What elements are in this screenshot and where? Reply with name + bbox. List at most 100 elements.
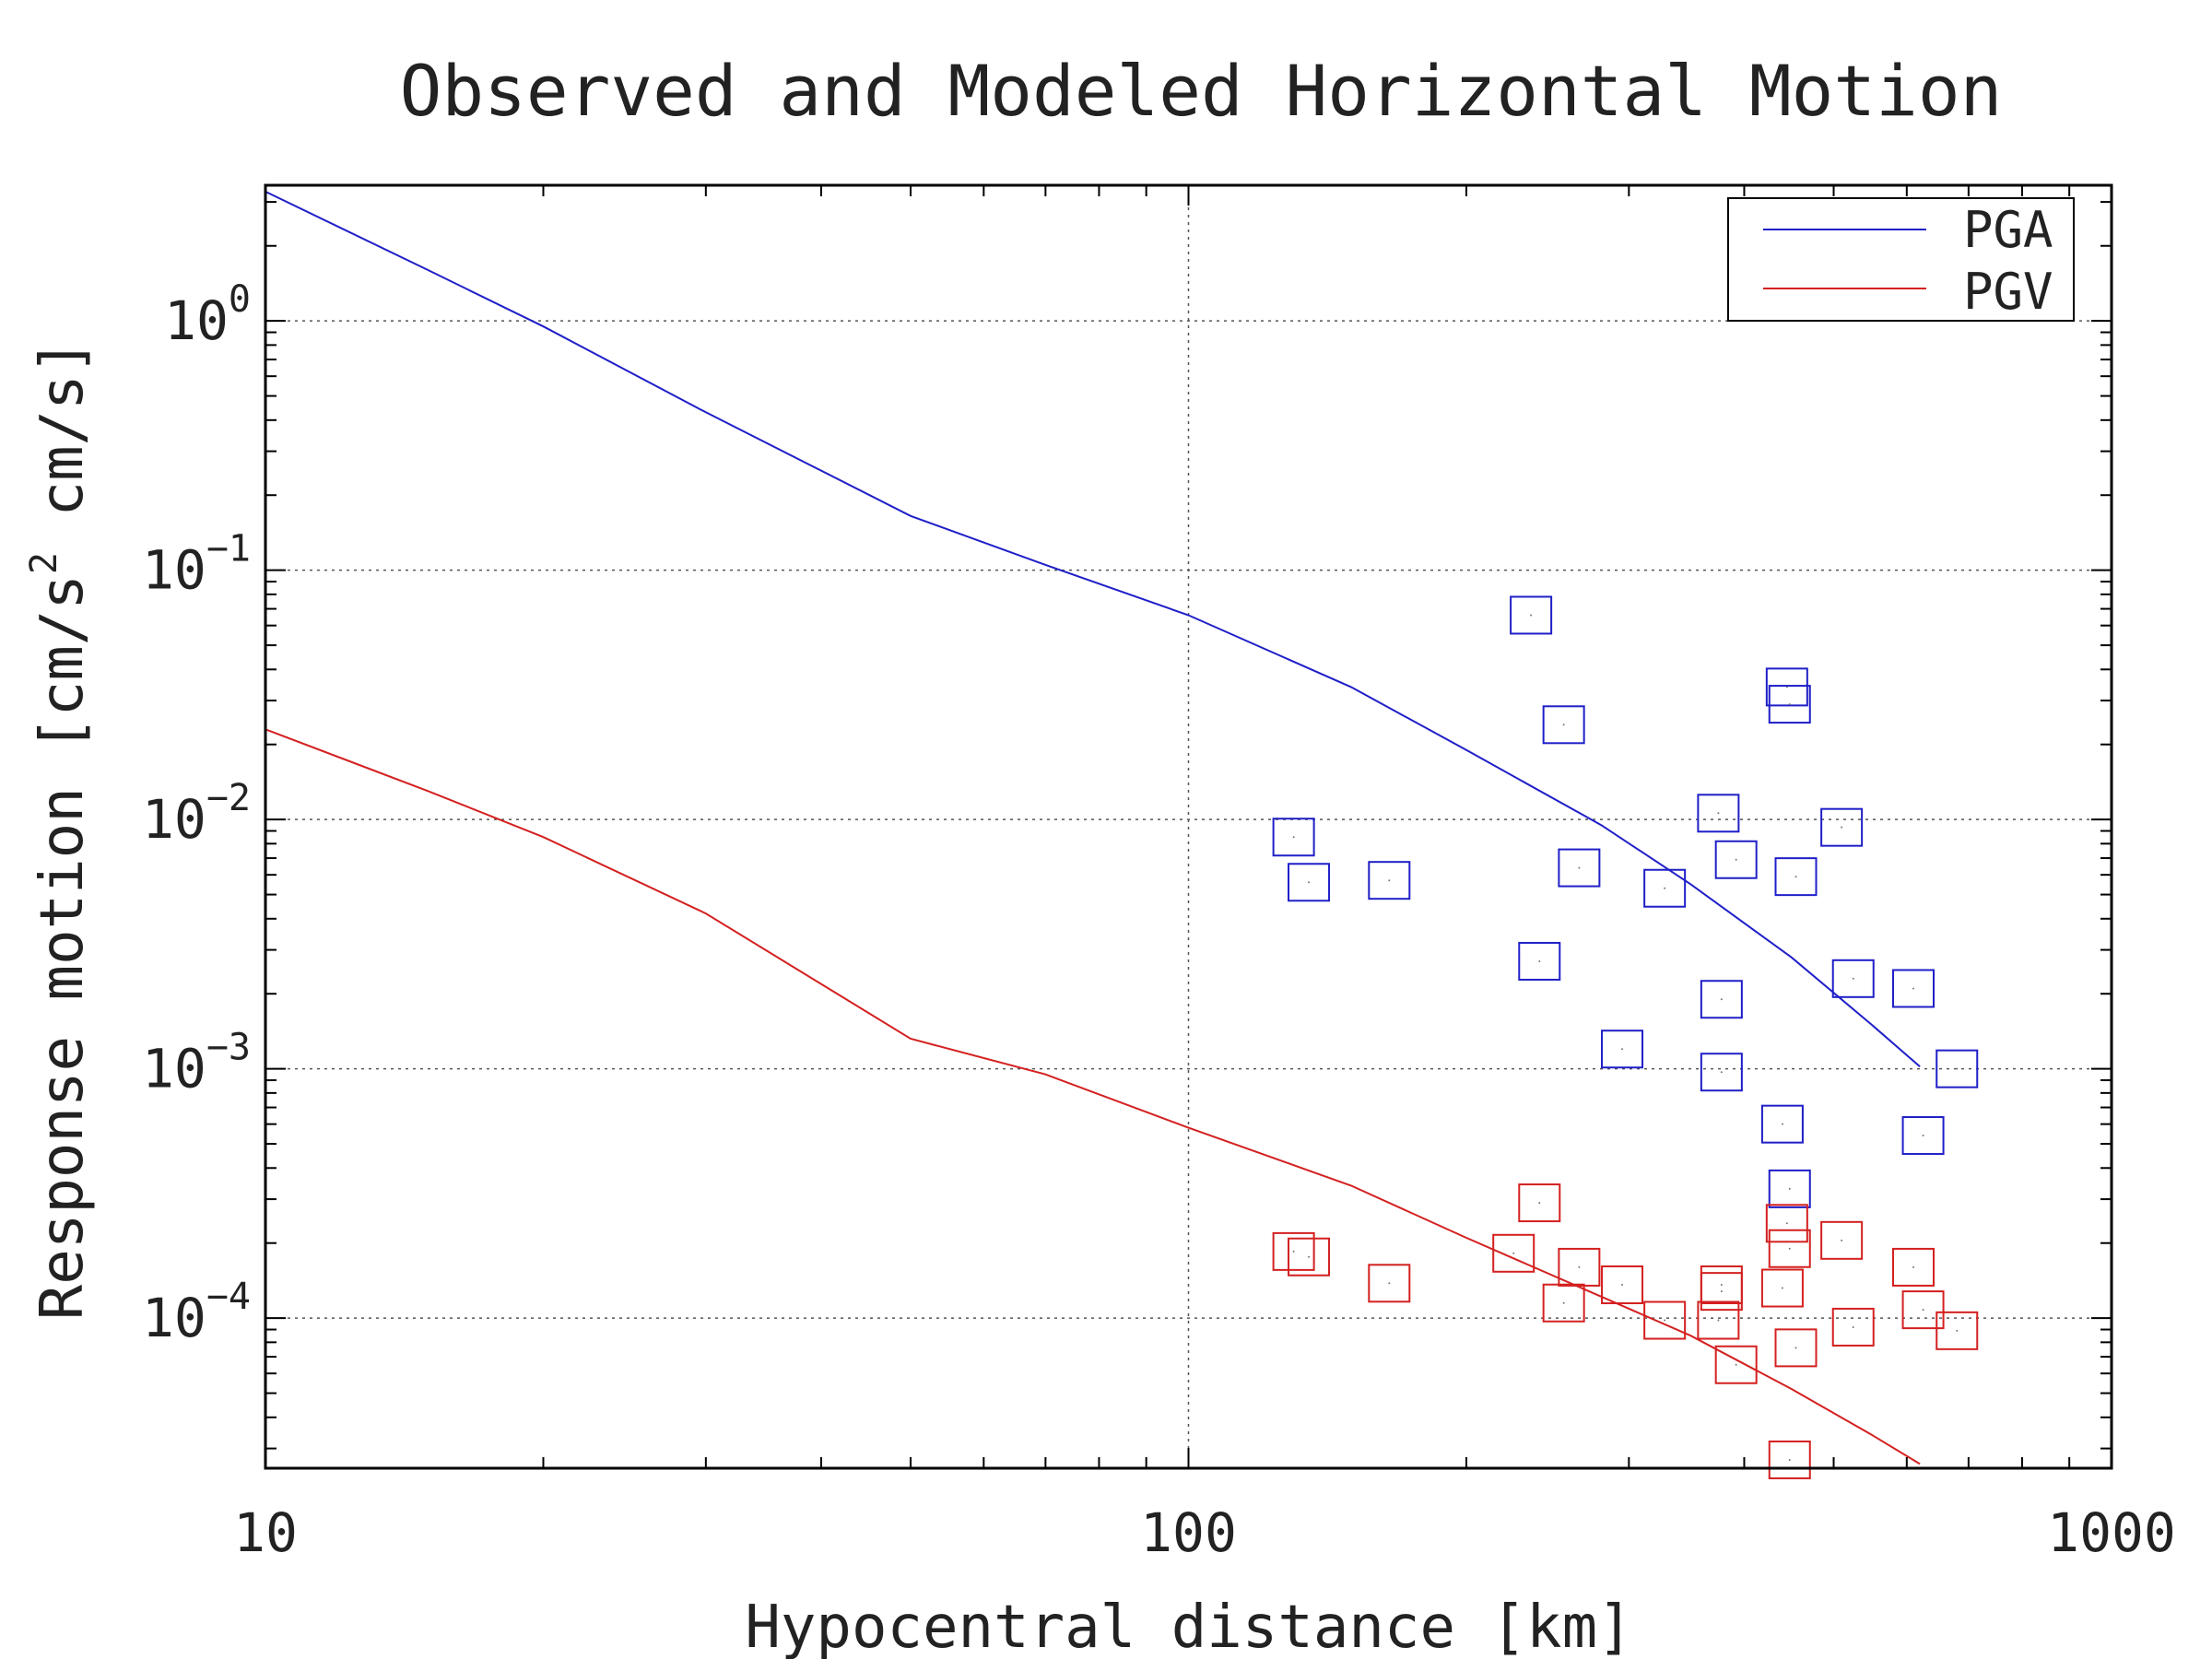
data-point-dot (1530, 614, 1533, 617)
data-point-dot (1912, 987, 1915, 990)
data-point-marker (1643, 868, 1687, 908)
data-point-marker (1774, 1328, 1818, 1368)
data-point-dot (1956, 1067, 1959, 1070)
data-point-dot (1720, 1071, 1723, 1074)
data-point-marker (1518, 941, 1561, 981)
series-line-pgv (265, 728, 1921, 1465)
data-point-marker (1820, 1220, 1864, 1260)
x-tick-label: 1000 (2047, 1501, 2176, 1564)
data-point-marker (1831, 959, 1875, 998)
data-point-dot (1720, 1284, 1723, 1287)
data-point-marker (1892, 969, 1936, 1008)
data-point-dot (1841, 1239, 1843, 1241)
data-point-marker (1820, 807, 1864, 847)
data-point-dot (1788, 1458, 1791, 1461)
data-point-marker (1760, 1104, 1804, 1144)
data-point-dot (1308, 881, 1311, 884)
data-point-dot (1781, 1123, 1783, 1125)
y-tick-label-base: 10 (142, 1038, 206, 1100)
legend-pgv-label: PGV (1963, 263, 2053, 321)
data-point-dot (1664, 1319, 1666, 1322)
data-point-marker (1901, 1116, 1945, 1156)
data-point-marker (1697, 1300, 1740, 1340)
y-axis-label-tail: cm/s] (29, 339, 97, 552)
data-point-marker (1601, 1030, 1644, 1069)
data-point-marker (1760, 1268, 1804, 1308)
axis-ticks (265, 185, 2112, 1468)
data-point-marker (1768, 1169, 1811, 1208)
y-tick-label-base: 10 (164, 289, 229, 352)
data-point-dot (1794, 876, 1797, 878)
y-tick-label: 10−2 (142, 777, 251, 851)
data-point-dot (1538, 959, 1541, 962)
y-tick-label-base: 10 (142, 1287, 206, 1349)
data-point-dot (1852, 977, 1854, 980)
legend-pga-label: PGA (1963, 201, 2053, 259)
y-axis-label-sup: 2 (23, 552, 65, 574)
y-tick-label: 100 (164, 278, 251, 352)
data-point-dot (1735, 1363, 1737, 1366)
data-point-marker (1288, 863, 1331, 902)
data-point-marker (1831, 1307, 1875, 1347)
data-point-dot (1621, 1048, 1624, 1051)
data-point-dot (1562, 1301, 1565, 1304)
x-tick-label: 100 (1140, 1501, 1237, 1564)
plot-area (265, 190, 1979, 1479)
data-point-marker (1542, 1283, 1585, 1323)
y-tick-label: 10−3 (142, 1027, 251, 1100)
data-point-marker (1768, 1440, 1811, 1479)
legend-box (1727, 197, 2075, 322)
data-point-dot (1388, 879, 1391, 882)
data-point-dot (1781, 1287, 1783, 1289)
data-point-marker (1936, 1049, 1979, 1088)
y-axis-label-main: Response motion [cm/s (29, 574, 97, 1320)
x-tick-label: 10 (233, 1501, 298, 1564)
data-point-dot (1538, 1202, 1541, 1205)
data-point-marker (1765, 1204, 1808, 1243)
data-point-dot (1735, 858, 1737, 861)
data-point-marker (1697, 794, 1740, 833)
data-point-dot (1912, 1265, 1915, 1268)
y-tick-label-exp: 0 (229, 278, 251, 321)
data-point-dot (1562, 724, 1565, 726)
data-point-dot (1788, 1187, 1791, 1190)
data-point-dot (1664, 887, 1666, 889)
data-point-marker (1774, 857, 1818, 897)
data-point-marker (1492, 1233, 1535, 1273)
y-tick-label: 10−1 (142, 528, 251, 602)
data-point-marker (1558, 1247, 1601, 1287)
y-tick-label-base: 10 (142, 539, 206, 602)
data-point-dot (1512, 1252, 1515, 1254)
y-tick-label: 10−4 (142, 1276, 251, 1349)
data-point-marker (1700, 1272, 1743, 1312)
grid (265, 185, 2112, 1468)
data-point-marker (1558, 848, 1601, 888)
data-point-marker (1368, 861, 1411, 900)
data-point-dot (1292, 1250, 1295, 1253)
data-point-dot (1852, 1325, 1854, 1328)
data-point-dot (1292, 836, 1295, 839)
data-point-dot (1720, 998, 1723, 1001)
data-point-marker (1272, 1231, 1315, 1271)
data-point-marker (1700, 980, 1743, 1019)
series-line-pga (265, 190, 1921, 1068)
data-point-dot (1720, 1290, 1723, 1293)
data-point-dot (1956, 1329, 1959, 1332)
data-point-marker (1510, 595, 1553, 635)
y-tick-label-exp: −4 (206, 1276, 251, 1318)
chart-title: Observed and Modeled Horizontal Motion (400, 50, 2003, 132)
y-tick-label-exp: −3 (206, 1027, 251, 1069)
data-point-marker (1643, 1300, 1687, 1340)
data-point-dot (1717, 1319, 1720, 1322)
data-point-dot (1794, 1347, 1797, 1349)
data-point-dot (1621, 1284, 1624, 1287)
data-point-dot (1788, 1247, 1791, 1250)
data-point-marker (1892, 1247, 1936, 1287)
data-point-dot (1308, 1255, 1311, 1258)
data-point-marker (1288, 1237, 1331, 1277)
data-point-dot (1922, 1309, 1924, 1312)
data-point-marker (1518, 1183, 1561, 1223)
y-axis-label: Response motion [cm/s2 cm/s] (23, 339, 97, 1320)
data-point-marker (1700, 1053, 1743, 1092)
